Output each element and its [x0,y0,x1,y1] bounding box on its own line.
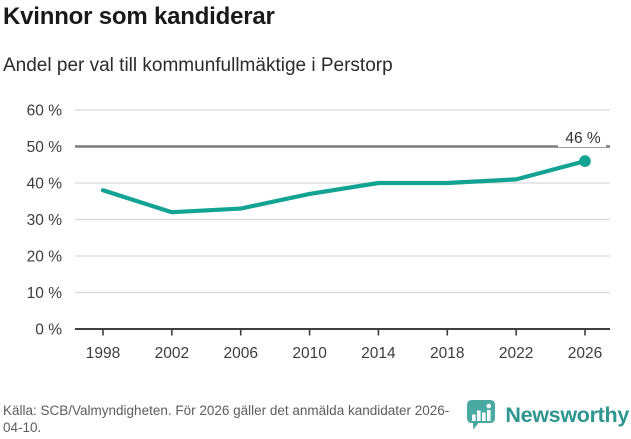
y-tick-label: 20 % [27,249,63,266]
y-tick-label: 0 % [35,322,62,339]
y-tick-label: 50 % [27,139,63,156]
x-tick-label: 1998 [86,345,120,362]
end-label-backing [558,127,606,147]
end-value-label: 46 % [565,130,601,147]
data-line [100,159,588,215]
y-tick-label: 30 % [27,212,63,229]
source-note: Källa: SCB/Valmyndigheten. För 2026 gäll… [3,403,450,435]
x-tick-label: 2002 [155,345,189,362]
chart-title: Kvinnor som kandiderar [3,3,275,30]
x-tick-label: 2014 [361,345,396,362]
y-tick-label: 40 % [27,176,63,193]
x-tick-label: 2010 [292,345,327,362]
newsworthy-brand: Newsworthy [464,397,629,433]
chart-subtitle: Andel per val till kommunfullmäktige i P… [3,55,393,76]
newsworthy-wordmark: Newsworthy [505,402,629,427]
x-tick-label: 2018 [430,345,464,362]
x-tick-label: 2006 [223,345,257,362]
x-tick-label: 2026 [568,345,602,362]
x-tick-label: 2022 [499,345,533,362]
newsworthy-logo-icon [464,397,498,433]
y-tick-label: 10 % [27,285,63,302]
end-point-marker [579,155,591,167]
y-tick-label: 60 % [27,103,63,120]
